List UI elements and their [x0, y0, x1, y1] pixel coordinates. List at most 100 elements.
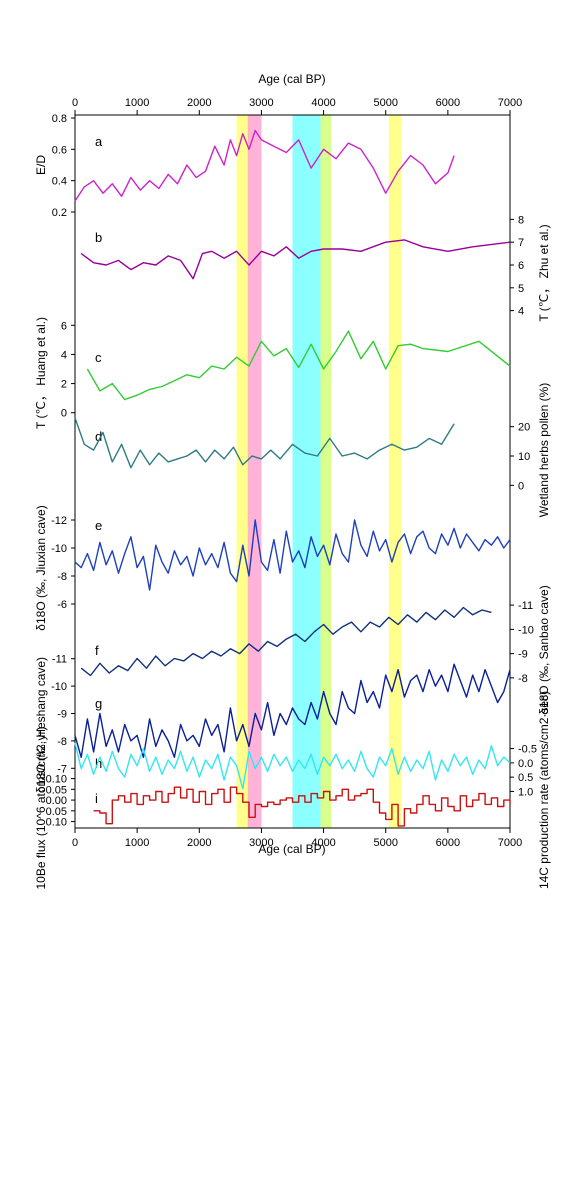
y-tick-label-h: 1.0 [518, 786, 533, 798]
y-tick-label-i: 0.00 [46, 795, 67, 807]
panel-letter-g: g [95, 696, 102, 711]
series-line-f [80, 606, 492, 677]
highlight-band-1 [247, 115, 262, 828]
y-axis-title-g: δ18O (‰, Heshang cave) [34, 657, 48, 793]
y-tick-label-f: -11 [518, 600, 533, 612]
x-tick-label-top: 4000 [311, 97, 335, 109]
y-axis-title-e: δ18O (‰, Jiuxian cave) [34, 505, 48, 630]
series-line-e [74, 519, 511, 591]
y-tick-label-c: 6 [61, 320, 67, 332]
x-tick-label-bottom: 1000 [125, 837, 149, 849]
highlight-band-0 [236, 115, 249, 828]
y-tick-label-c: 2 [61, 379, 67, 391]
y-axis-title-f: δ18O (‰, Sanbao cave) [537, 585, 551, 714]
series-line-i [93, 786, 511, 827]
y-tick-label-f: -10 [518, 624, 534, 636]
panel-letter-a: a [95, 134, 103, 149]
y-tick-label-d: 20 [518, 422, 530, 434]
highlight-bands [236, 115, 402, 828]
x-tick-label-bottom: 0 [72, 837, 78, 849]
x-tick-label-bottom: 4000 [311, 837, 335, 849]
panels: 0.2 0.4 0.6 0.8 E/D a 4 5 6 7 8 T (℃， Zhu et al.) b 0… [34, 113, 551, 890]
series-line-d [74, 417, 455, 469]
panel-letter-e: e [95, 518, 102, 533]
x-tick-label-bottom: 6000 [436, 837, 460, 849]
y-tick-label-b: 4 [518, 306, 524, 318]
y-axis-title-h: 14C production rate (atoms/cm2·sec) [537, 691, 551, 889]
y-axis-title-c: T (℃， Huang et al.) [34, 317, 48, 429]
panel-letter-f: f [95, 643, 99, 658]
y-tick-label-b: 5 [518, 283, 524, 295]
y-tick-label-e: -12 [51, 515, 67, 527]
panel-d: 0 10 20 Wetland herbs pollen (%) d [74, 383, 551, 518]
y-tick-label-a: 0.2 [52, 207, 67, 219]
y-axis-title-i: 10Be flux (10^6 atoms/cm2·yr) [34, 726, 48, 889]
y-tick-label-h: 0.0 [518, 758, 533, 770]
x-tick-label-top: 3000 [249, 97, 273, 109]
y-tick-label-g: -10 [51, 681, 67, 693]
panel-b: 4 5 6 7 8 T (℃， Zhu et al.) b [80, 214, 551, 322]
y-tick-label-h: -0.5 [518, 744, 537, 756]
panel-g: -7 -8 -9 -10 -11 δ18O (‰, Heshang cave) g [34, 654, 511, 793]
y-tick-label-g: -7 [57, 763, 67, 775]
panel-f: -8 -9 -10 -11 δ18O (‰, Sanbao cave) f [80, 585, 551, 715]
y-tick-label-i: 0.10 [46, 817, 67, 829]
y-tick-label-d: 10 [518, 451, 530, 463]
y-tick-label-h: 0.5 [518, 772, 533, 784]
y-tick-label-d: 0 [518, 480, 524, 492]
series-line-c [86, 330, 511, 401]
panel-a: 0.2 0.4 0.6 0.8 E/D a [34, 113, 455, 219]
panel-letter-d: d [95, 429, 102, 444]
x-tick-label-bottom: 2000 [187, 837, 211, 849]
x-axis-top: 0 1000 2000 3000 4000 5000 6000 7000 [72, 97, 522, 115]
x-axis-title-top: Age (cal BP) [258, 72, 325, 86]
panel-h: -0.5 0.0 0.5 1.0 14C production rate (atoms/… [74, 691, 551, 889]
y-tick-label-g: -8 [57, 736, 67, 748]
x-tick-label-top: 7000 [498, 97, 522, 109]
x-tick-label-top: 6000 [436, 97, 460, 109]
highlight-band-4 [388, 115, 402, 828]
y-tick-label-e: -6 [57, 599, 67, 611]
series-line-a [74, 129, 455, 202]
y-tick-label-a: 0.4 [52, 176, 67, 188]
y-axis-title-b: T (℃， Zhu et al.) [537, 224, 551, 321]
panel-letter-i: i [95, 791, 98, 806]
x-tick-label-bottom: 3000 [249, 837, 273, 849]
highlight-band-2 [292, 115, 321, 828]
y-tick-label-b: 6 [518, 260, 524, 272]
y-tick-label-a: 0.6 [52, 144, 67, 156]
y-tick-label-i: -0.10 [42, 774, 67, 786]
x-tick-label-top: 5000 [373, 97, 397, 109]
x-axis-bottom: 0 1000 2000 3000 4000 5000 6000 7000 [72, 828, 522, 849]
y-tick-label-f: -9 [518, 649, 528, 661]
x-tick-label-top: 0 [72, 97, 78, 109]
y-tick-label-c: 0 [61, 408, 67, 420]
y-tick-label-g: -9 [57, 709, 67, 721]
x-tick-label-top: 1000 [125, 97, 149, 109]
y-tick-label-e: -10 [51, 543, 67, 555]
y-tick-label-f: -8 [518, 673, 528, 685]
series-line-g [74, 663, 511, 758]
x-tick-label-bottom: 5000 [373, 837, 397, 849]
panel-letter-c: c [95, 350, 102, 365]
panel-letter-h: h [95, 756, 102, 771]
y-axis-title-a: E/D [34, 155, 48, 175]
y-axis-title-d: Wetland herbs pollen (%) [537, 383, 551, 518]
series-line-b [80, 239, 511, 280]
panel-c: 0 2 4 6 T (℃， Huang et al.) c [34, 317, 511, 429]
highlight-band-3 [320, 115, 332, 828]
series-line-h [74, 742, 511, 790]
y-tick-label-g: -11 [52, 654, 67, 666]
y-tick-label-a: 0.8 [52, 113, 67, 125]
y-tick-label-b: 7 [518, 237, 524, 249]
x-axis-title-bottom: Age (cal BP) [258, 842, 325, 856]
y-tick-label-c: 4 [61, 349, 67, 361]
panel-letter-b: b [95, 230, 102, 245]
x-tick-label-top: 2000 [187, 97, 211, 109]
y-tick-label-i: -0.05 [42, 784, 67, 796]
x-tick-label-bottom: 7000 [498, 837, 522, 849]
y-tick-label-e: -8 [57, 571, 67, 583]
